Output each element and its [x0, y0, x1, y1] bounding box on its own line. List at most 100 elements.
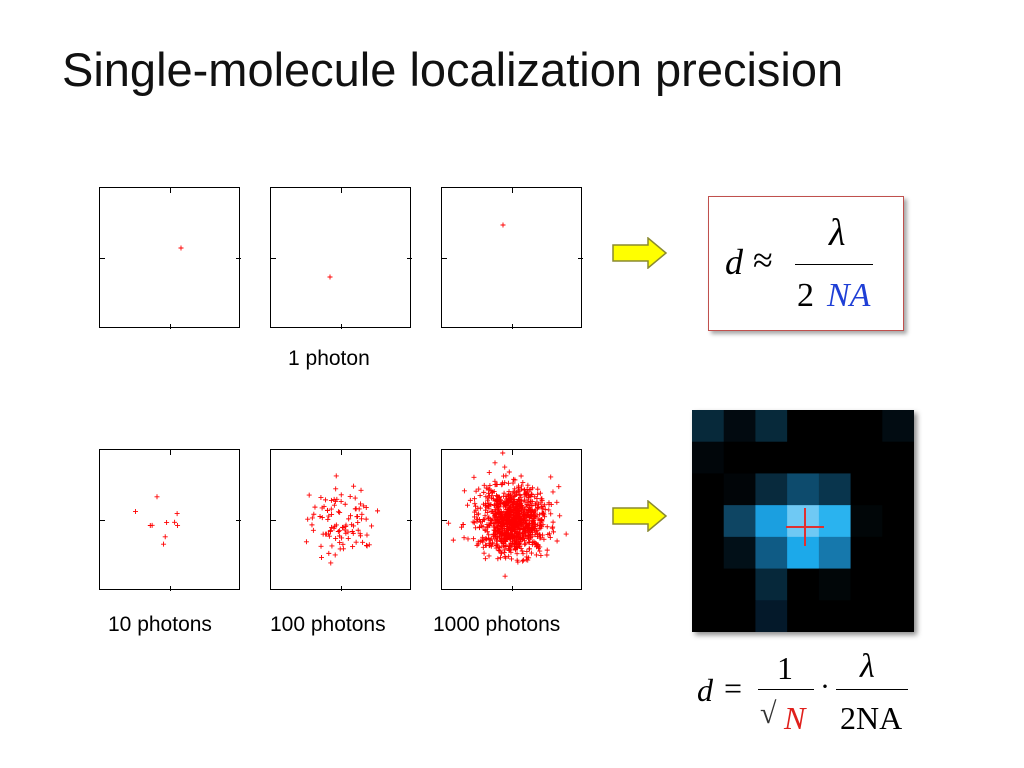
photon-marker — [495, 505, 501, 511]
psf-pixel — [850, 441, 883, 474]
photon-marker — [340, 541, 346, 547]
photon-marker — [471, 514, 477, 520]
psf-pixel — [787, 600, 820, 632]
photon-marker — [481, 482, 487, 488]
photon-marker — [477, 492, 483, 498]
photon-marker — [506, 469, 512, 475]
psf-pixel — [882, 600, 914, 632]
photon-marker — [520, 557, 526, 563]
panel-plot — [271, 188, 412, 329]
photon-marker — [352, 495, 358, 501]
photon-marker — [550, 529, 556, 535]
psf-pixel — [692, 473, 725, 506]
photon-marker — [459, 524, 465, 530]
diffraction-limit-formula-box: d ≈ λ 2 NA — [708, 196, 904, 331]
photon-marker — [505, 546, 511, 552]
psf-pixel — [882, 473, 914, 506]
panel-plot — [442, 450, 583, 591]
photon-marker — [488, 488, 494, 494]
photon-marker — [526, 539, 532, 545]
psf-pixel — [723, 441, 756, 474]
photon-marker — [530, 509, 536, 515]
psf-pixel — [787, 441, 820, 474]
photon-marker — [326, 513, 332, 519]
scatter-panel-100-photons — [270, 449, 412, 591]
photon-marker — [334, 496, 340, 502]
psf-pixel — [692, 536, 725, 570]
photon-marker — [501, 525, 507, 531]
photon-marker — [310, 527, 316, 533]
photon-marker — [342, 501, 348, 507]
photon-marker — [488, 517, 494, 523]
psf-pixel — [723, 536, 756, 570]
photon-marker — [523, 520, 529, 526]
photon-marker — [524, 554, 530, 560]
photon-marker — [488, 501, 494, 507]
photon-marker — [337, 546, 343, 552]
photon-marker — [364, 542, 370, 548]
photon-marker — [517, 522, 523, 528]
photon-marker — [472, 509, 478, 515]
fraction-bar — [836, 689, 908, 690]
photon-marker — [490, 521, 496, 527]
photon-marker — [355, 527, 361, 533]
photon-marker — [529, 516, 535, 522]
photon-marker — [309, 515, 315, 521]
photon-marker — [161, 541, 167, 547]
photon-marker — [498, 548, 504, 554]
psf-pixel — [882, 536, 914, 570]
photon-marker — [537, 535, 543, 541]
psf-pixel — [882, 568, 914, 601]
photon-marker — [529, 492, 535, 498]
psf-pixel — [818, 473, 852, 506]
photon-marker — [515, 488, 521, 494]
photon-marker — [515, 537, 521, 543]
photon-marker — [473, 488, 479, 494]
photon-marker — [342, 527, 348, 533]
photon-marker — [533, 502, 539, 508]
photon-marker — [333, 535, 339, 541]
photon-marker — [539, 498, 545, 504]
photon-marker — [498, 502, 504, 508]
psf-pixel — [882, 505, 914, 538]
photon-marker — [474, 542, 480, 548]
photon-marker — [546, 500, 552, 506]
photon-marker — [507, 519, 513, 525]
photon-marker — [358, 487, 364, 493]
photon-marker — [492, 478, 498, 484]
photon-marker — [483, 507, 489, 513]
panel-plot — [442, 188, 583, 329]
photon-marker — [337, 509, 343, 515]
photon-marker — [497, 545, 503, 551]
photon-marker — [476, 486, 482, 492]
photon-marker — [346, 516, 352, 522]
photon-marker — [482, 502, 488, 508]
photon-marker — [540, 510, 546, 516]
photon-marker — [533, 552, 539, 558]
formula2-frac2-den: 2NA — [840, 700, 903, 736]
photon-marker — [511, 521, 517, 527]
photon-marker — [338, 492, 344, 498]
formula-den-na: NA — [827, 277, 871, 314]
photon-marker — [364, 532, 370, 538]
photon-marker — [527, 499, 533, 505]
photon-marker — [548, 474, 554, 480]
photon-marker — [328, 560, 334, 566]
psf-pixel-image — [692, 410, 914, 632]
photon-marker — [488, 543, 494, 549]
photon-marker — [162, 534, 168, 540]
photon-marker — [508, 540, 514, 546]
formula-den-coeff: 2 — [797, 277, 814, 314]
right-arrow-icon — [612, 237, 668, 269]
psf-pixel — [692, 568, 725, 601]
photon-marker — [489, 541, 495, 547]
photon-marker — [520, 505, 526, 511]
photon-marker — [501, 536, 507, 542]
sqrt-icon: √ — [760, 697, 777, 730]
photon-marker — [303, 539, 309, 545]
photon-marker — [326, 533, 332, 539]
psf-pixel — [850, 473, 883, 506]
photon-marker — [497, 517, 503, 523]
photon-marker — [318, 543, 324, 549]
photon-marker — [510, 534, 516, 540]
